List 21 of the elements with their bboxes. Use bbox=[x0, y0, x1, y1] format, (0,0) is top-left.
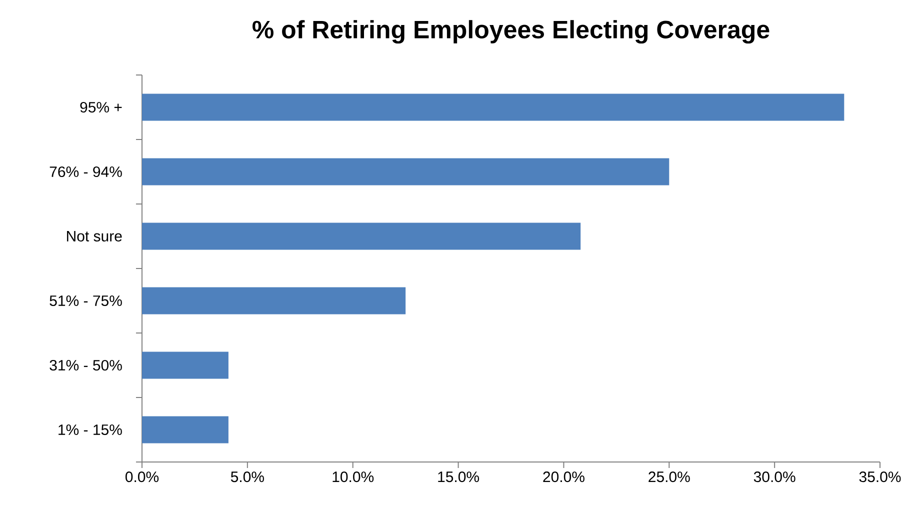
x-tick-label: 5.0% bbox=[230, 472, 264, 482]
bar bbox=[142, 287, 406, 314]
y-tick-label: 95% + bbox=[80, 102, 122, 113]
x-tick-label: 0.0% bbox=[126, 472, 159, 482]
x-tick-label: 10.0% bbox=[332, 472, 374, 482]
chart-title: % of Retiring Employees Electing Coverage bbox=[252, 20, 770, 44]
y-tick-label: 31% - 50% bbox=[50, 360, 122, 371]
bar bbox=[142, 352, 228, 379]
y-tick-label: 51% - 75% bbox=[50, 295, 122, 306]
bar bbox=[142, 158, 670, 186]
bar bbox=[142, 222, 581, 250]
bar bbox=[142, 416, 228, 444]
x-tick-label: 20.0% bbox=[543, 472, 584, 482]
x-tick-label: 30.0% bbox=[754, 472, 796, 482]
x-tick-label: 25.0% bbox=[648, 472, 690, 482]
x-tick-label: 15.0% bbox=[438, 472, 480, 482]
y-tick-label: 76% - 94% bbox=[50, 166, 122, 178]
bar bbox=[142, 94, 844, 121]
y-tick-label: 1% - 15% bbox=[58, 424, 122, 436]
y-tick-label: Not sure bbox=[67, 231, 122, 242]
x-tick-label: 35.0% bbox=[859, 472, 901, 482]
